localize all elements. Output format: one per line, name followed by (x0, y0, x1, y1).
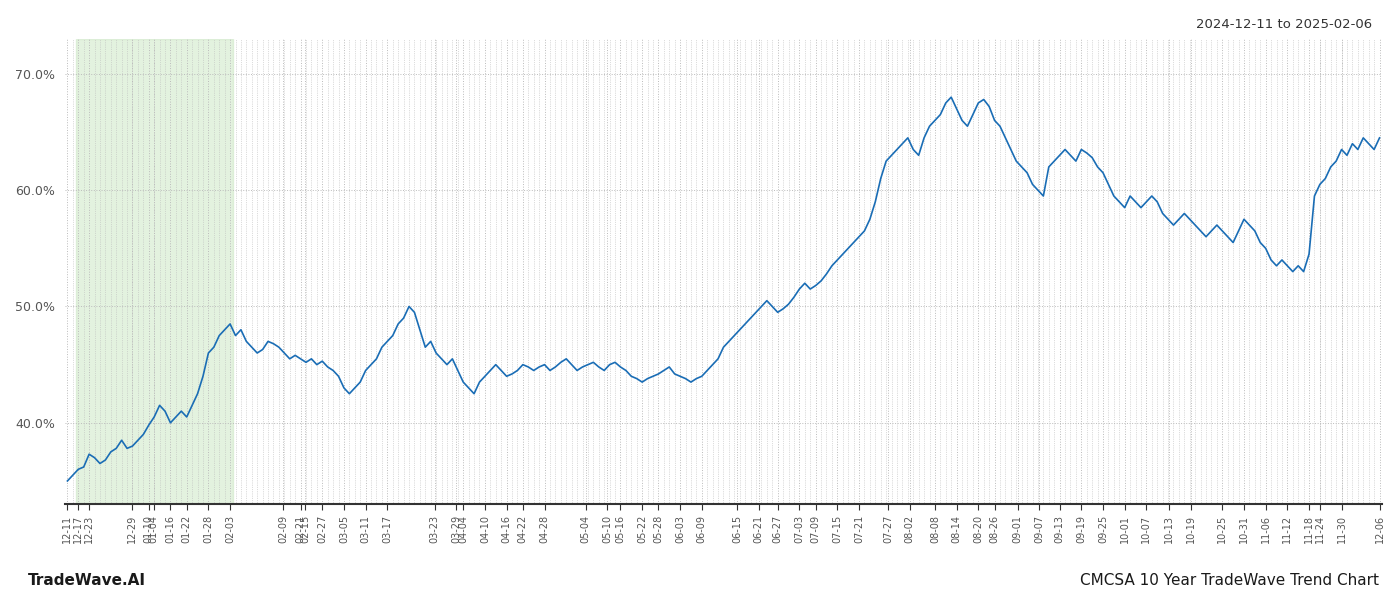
Text: CMCSA 10 Year TradeWave Trend Chart: CMCSA 10 Year TradeWave Trend Chart (1079, 573, 1379, 588)
Text: TradeWave.AI: TradeWave.AI (28, 573, 146, 588)
Bar (76, 39, 232, 504)
Text: 2024-12-11 to 2025-02-06: 2024-12-11 to 2025-02-06 (1196, 18, 1372, 31)
